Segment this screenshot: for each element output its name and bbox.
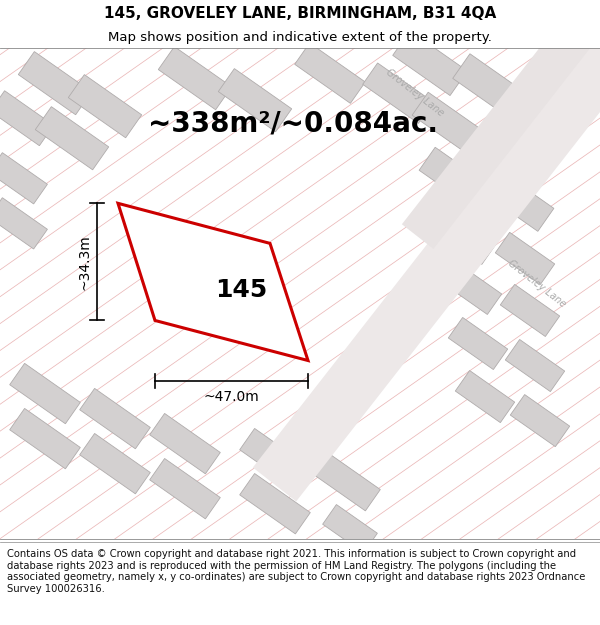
Polygon shape xyxy=(482,169,554,231)
Polygon shape xyxy=(10,408,80,469)
Text: Groveley Lane: Groveley Lane xyxy=(384,68,446,119)
Polygon shape xyxy=(419,148,491,209)
Polygon shape xyxy=(0,152,47,204)
Polygon shape xyxy=(442,262,502,314)
Polygon shape xyxy=(511,394,569,447)
Polygon shape xyxy=(218,69,292,132)
Polygon shape xyxy=(0,198,47,249)
Polygon shape xyxy=(505,339,565,392)
Polygon shape xyxy=(393,31,467,96)
Polygon shape xyxy=(158,47,232,110)
Polygon shape xyxy=(448,318,508,369)
Polygon shape xyxy=(412,92,484,154)
Text: 145, GROVELEY LANE, BIRMINGHAM, B31 4QA: 145, GROVELEY LANE, BIRMINGHAM, B31 4QA xyxy=(104,6,496,21)
Polygon shape xyxy=(35,107,109,170)
Polygon shape xyxy=(149,414,220,474)
Polygon shape xyxy=(455,371,515,423)
Polygon shape xyxy=(149,459,220,519)
Text: Groveley Lane: Groveley Lane xyxy=(506,258,568,309)
Polygon shape xyxy=(18,52,92,115)
Polygon shape xyxy=(453,54,527,119)
Polygon shape xyxy=(474,114,546,176)
Polygon shape xyxy=(310,451,380,511)
Polygon shape xyxy=(0,91,54,146)
Polygon shape xyxy=(10,363,80,424)
Polygon shape xyxy=(426,202,498,264)
Polygon shape xyxy=(68,74,142,138)
Text: ~47.0m: ~47.0m xyxy=(203,389,259,404)
Polygon shape xyxy=(80,388,151,449)
Polygon shape xyxy=(500,284,560,336)
Polygon shape xyxy=(253,0,600,501)
Polygon shape xyxy=(402,0,600,249)
Polygon shape xyxy=(118,203,308,361)
Text: ~338m²/~0.084ac.: ~338m²/~0.084ac. xyxy=(148,109,438,138)
Text: 145: 145 xyxy=(215,278,267,302)
Polygon shape xyxy=(295,43,365,103)
Polygon shape xyxy=(362,63,433,123)
Text: Contains OS data © Crown copyright and database right 2021. This information is : Contains OS data © Crown copyright and d… xyxy=(7,549,586,594)
Polygon shape xyxy=(80,434,151,494)
Polygon shape xyxy=(323,504,377,553)
Text: Map shows position and indicative extent of the property.: Map shows position and indicative extent… xyxy=(108,31,492,44)
Polygon shape xyxy=(496,232,554,284)
Text: ~34.3m: ~34.3m xyxy=(77,234,91,290)
Polygon shape xyxy=(239,429,310,489)
Polygon shape xyxy=(239,474,310,534)
